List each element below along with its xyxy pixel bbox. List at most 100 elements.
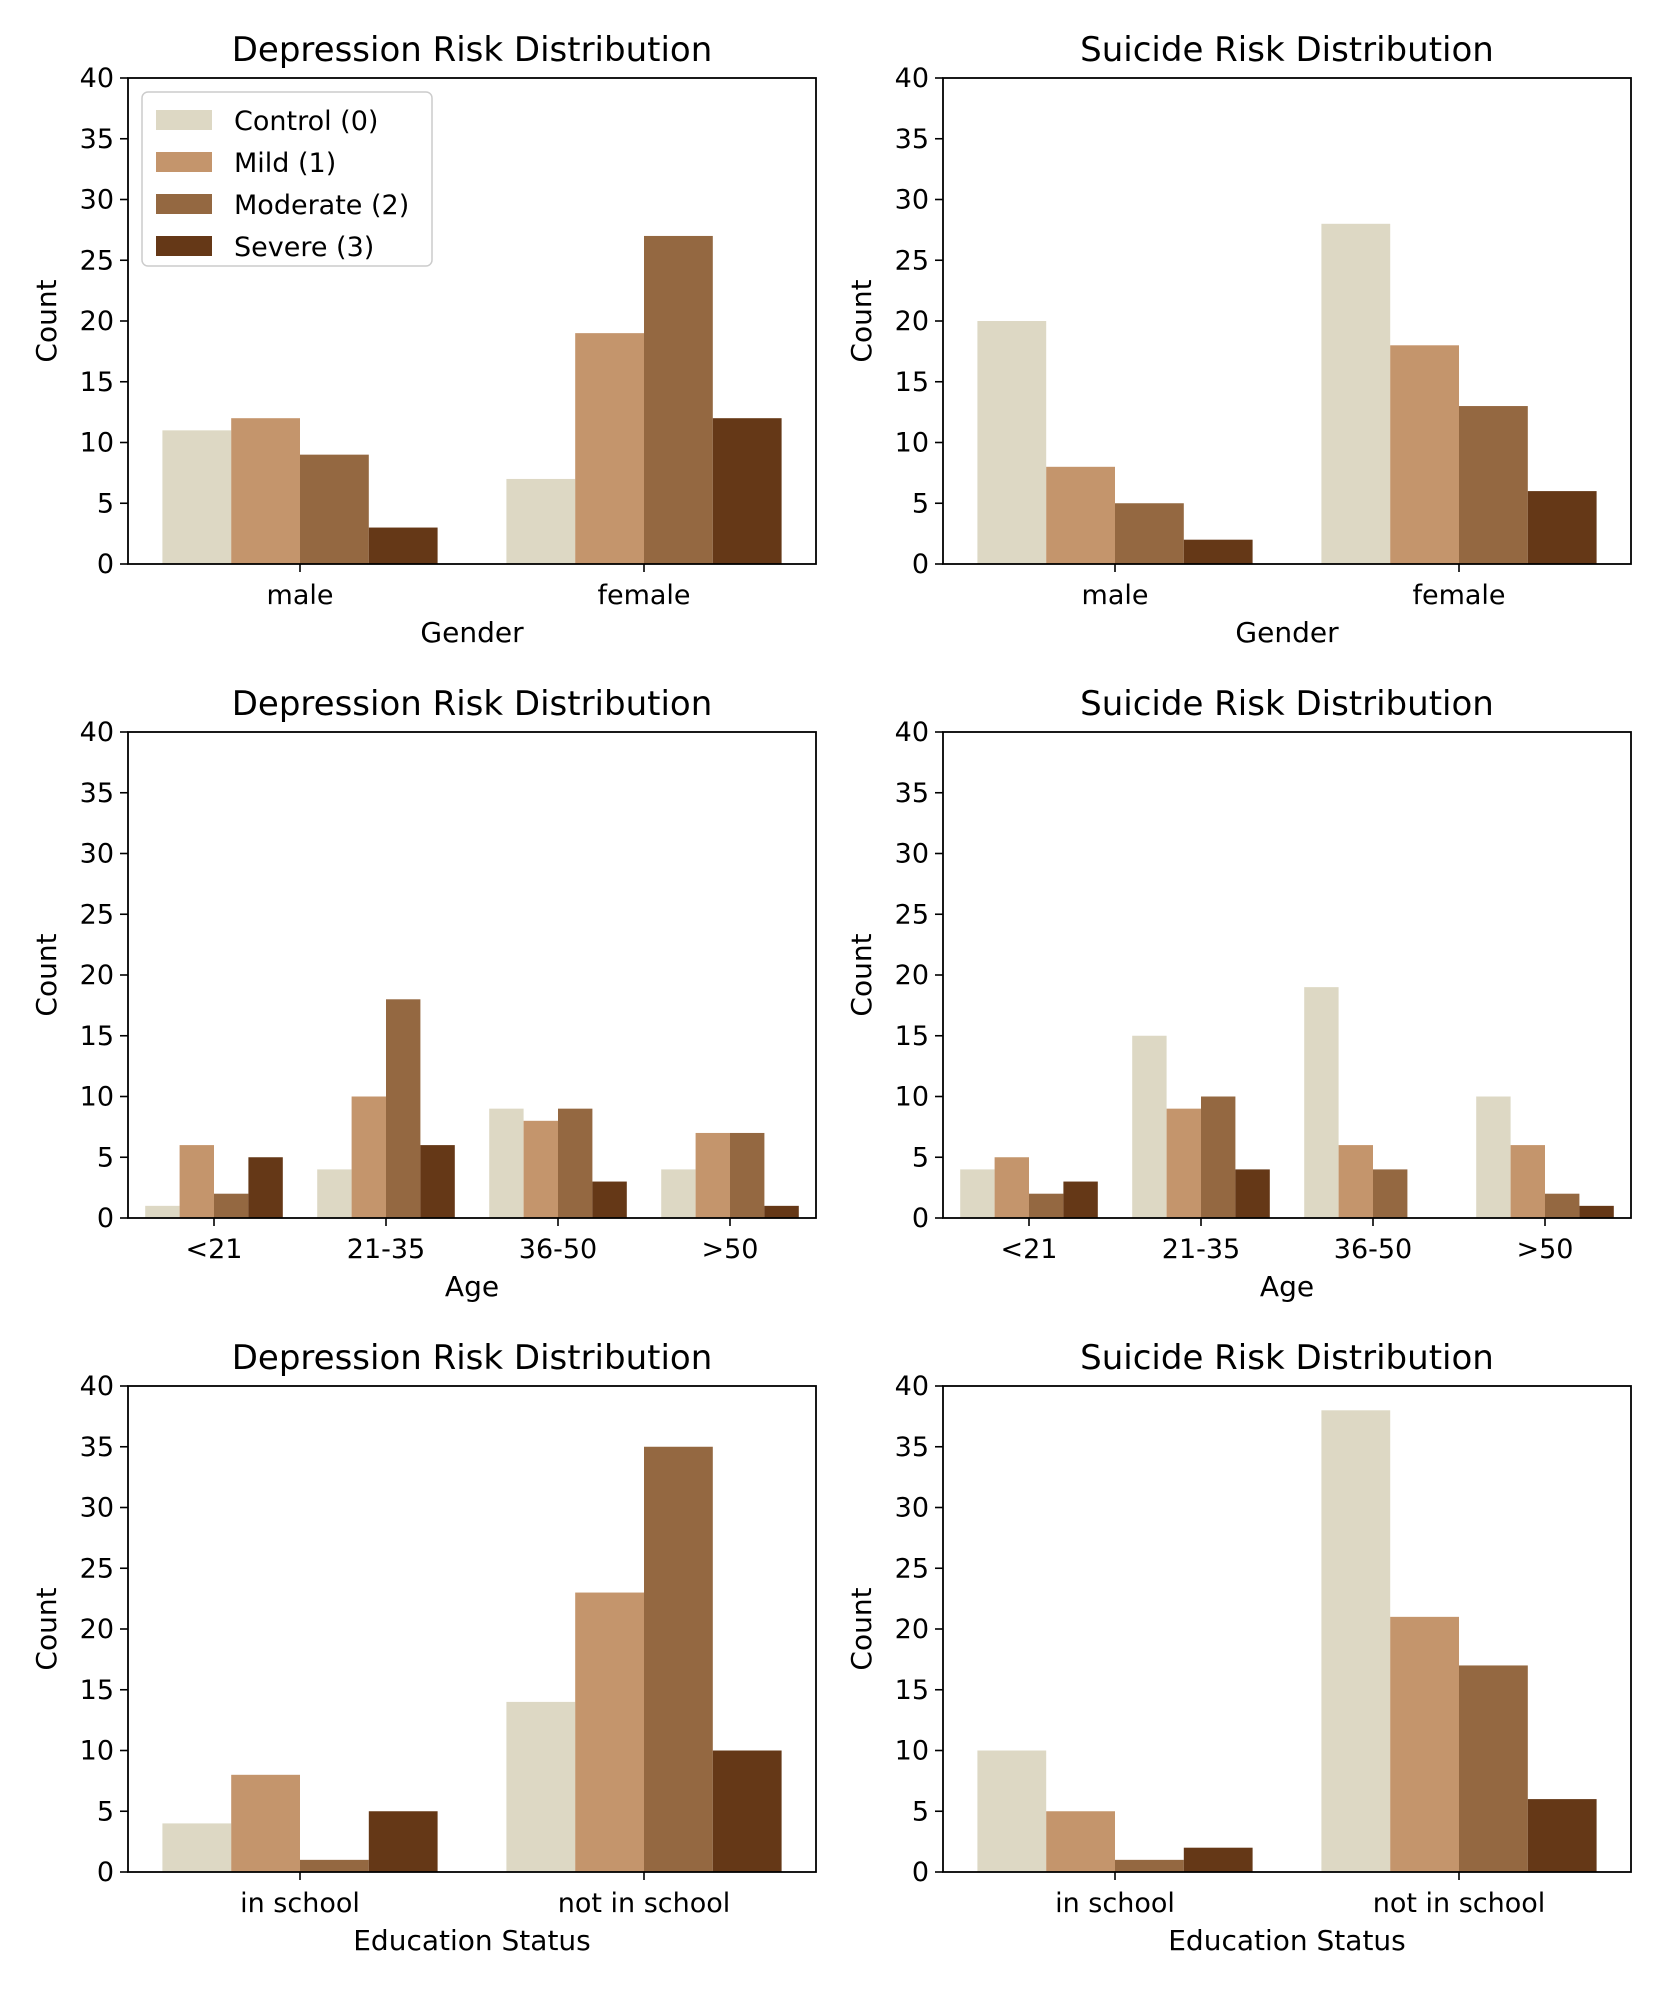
y-tick-label: 5 <box>912 1142 929 1173</box>
x-axis-label: Gender <box>420 616 524 649</box>
x-tick-label: not in school <box>558 1888 731 1919</box>
bar-<21-Moderate (2) <box>214 1193 249 1218</box>
bar-not in school-Moderate (2) <box>1459 1665 1528 1872</box>
y-tick-label: 15 <box>895 1021 929 1052</box>
bar-male-Control (0) <box>162 430 232 564</box>
y-tick-label: 25 <box>895 1553 929 1584</box>
x-tick-label: 36-50 <box>519 1234 597 1265</box>
bar-36-50-Control (0) <box>1304 987 1339 1218</box>
chart-title: Suicide Risk Distribution <box>1080 1338 1494 1378</box>
y-axis-label: Count <box>845 279 878 362</box>
y-tick-label: 20 <box>80 960 114 991</box>
x-axis-label: Age <box>445 1270 499 1303</box>
y-tick-label: 10 <box>895 428 929 459</box>
y-tick-label: 20 <box>895 306 929 337</box>
bar-21-35-Moderate (2) <box>1201 1096 1236 1218</box>
x-tick-label: female <box>597 580 690 611</box>
y-tick-label: 25 <box>895 899 929 930</box>
y-axis-label: Count <box>30 1587 63 1670</box>
bars <box>977 223 1597 565</box>
bar-21-35-Severe (3) <box>420 1145 455 1218</box>
bar->50-Moderate (2) <box>1545 1193 1580 1218</box>
bar-in school-Mild (1) <box>231 1774 300 1872</box>
x-tick-label: 21-35 <box>347 1234 425 1265</box>
y-tick-label: 15 <box>80 1675 114 1706</box>
y-tick-label: 5 <box>912 1796 929 1827</box>
plot-frame <box>942 731 1632 1219</box>
y-tick-label: 0 <box>97 549 114 580</box>
bar-male-Moderate (2) <box>300 454 369 564</box>
bar-in school-Moderate (2) <box>1115 1859 1184 1872</box>
x-axis-label: Education Status <box>353 1924 591 1957</box>
bars <box>162 1446 782 1872</box>
y-tick-label: 25 <box>80 899 114 930</box>
bar-21-35-Mild (1) <box>1166 1108 1201 1218</box>
y-tick-label: 15 <box>895 1675 929 1706</box>
legend-swatch <box>156 152 212 172</box>
x-axis-label: Gender <box>1235 616 1339 649</box>
plot-frame <box>127 1385 817 1873</box>
bar-21-35-Control (0) <box>1132 1035 1167 1218</box>
bar-in school-Mild (1) <box>1046 1811 1115 1872</box>
y-tick-label: 40 <box>895 1371 929 1402</box>
legend-swatch <box>156 194 212 214</box>
x-tick-label: >50 <box>702 1234 759 1265</box>
y-tick-label: 5 <box>97 488 114 519</box>
x-tick-label: female <box>1412 580 1505 611</box>
y-tick-label: 40 <box>80 63 114 94</box>
chart-title: Depression Risk Distribution <box>232 1338 713 1378</box>
y-tick-label: 15 <box>80 367 114 398</box>
plot-frame <box>127 77 817 565</box>
x-tick-label: >50 <box>1517 1234 1574 1265</box>
bars <box>960 987 1614 1218</box>
y-tick-label: 20 <box>80 1614 114 1645</box>
bar->50-Mild (1) <box>695 1132 730 1218</box>
bar-in school-Severe (3) <box>1183 1847 1253 1872</box>
y-tick-label: 20 <box>895 960 929 991</box>
bar-male-Mild (1) <box>231 418 300 564</box>
bar-36-50-Mild (1) <box>523 1120 558 1218</box>
bar-21-35-Moderate (2) <box>386 999 421 1218</box>
plot-frame <box>942 77 1632 565</box>
y-tick-label: 20 <box>895 1614 929 1645</box>
bar->50-Control (0) <box>1476 1096 1511 1218</box>
bar-in school-Control (0) <box>977 1750 1047 1872</box>
legend: Control (0) Mild (1) Moderate (2) Severe (3… <box>141 91 433 267</box>
x-tick-label: <21 <box>186 1234 243 1265</box>
chart-panel-1: Depression Risk Distribution 0 5 10 15 20 25 30… <box>30 30 817 649</box>
y-tick-label: 30 <box>895 185 929 216</box>
y-tick-label: 40 <box>895 717 929 748</box>
bar-36-50-Moderate (2) <box>1373 1169 1408 1218</box>
bar-in school-Moderate (2) <box>300 1859 369 1872</box>
bars <box>977 1410 1597 1872</box>
y-tick-label: 5 <box>97 1142 114 1173</box>
bar-<21-Severe (3) <box>1063 1181 1098 1218</box>
y-axis-label: Count <box>30 279 63 362</box>
bar-female-Control (0) <box>1321 223 1391 565</box>
y-tick-label: 0 <box>97 1857 114 1888</box>
legend-box <box>141 91 433 267</box>
x-tick-label: 21-35 <box>1162 1234 1240 1265</box>
bar-male-Mild (1) <box>1046 466 1115 564</box>
y-tick-label: 10 <box>80 428 114 459</box>
y-axis-label: Count <box>30 933 63 1016</box>
bar-<21-Mild (1) <box>179 1145 214 1218</box>
x-tick-label: not in school <box>1373 1888 1546 1919</box>
bar-female-Severe (3) <box>712 418 782 564</box>
bar-21-35-Control (0) <box>317 1169 352 1218</box>
bar->50-Moderate (2) <box>730 1132 765 1218</box>
y-tick-label: 15 <box>895 367 929 398</box>
y-tick-label: 10 <box>895 1736 929 1767</box>
plot-frame <box>942 1385 1632 1873</box>
y-tick-label: 30 <box>895 839 929 870</box>
bar-36-50-Severe (3) <box>592 1181 627 1218</box>
y-tick-label: 25 <box>80 245 114 276</box>
x-axis-label: Age <box>1260 1270 1314 1303</box>
chart-panel-4: Suicide Risk Distribution 0 5 10 15 20 25 30 35 4… <box>845 684 1632 1303</box>
bar-male-Control (0) <box>977 321 1047 564</box>
plot-frame <box>127 731 817 1219</box>
y-tick-label: 30 <box>80 839 114 870</box>
bar-male-Moderate (2) <box>1115 503 1184 564</box>
bar->50-Control (0) <box>661 1169 696 1218</box>
y-tick-label: 0 <box>912 1203 929 1234</box>
